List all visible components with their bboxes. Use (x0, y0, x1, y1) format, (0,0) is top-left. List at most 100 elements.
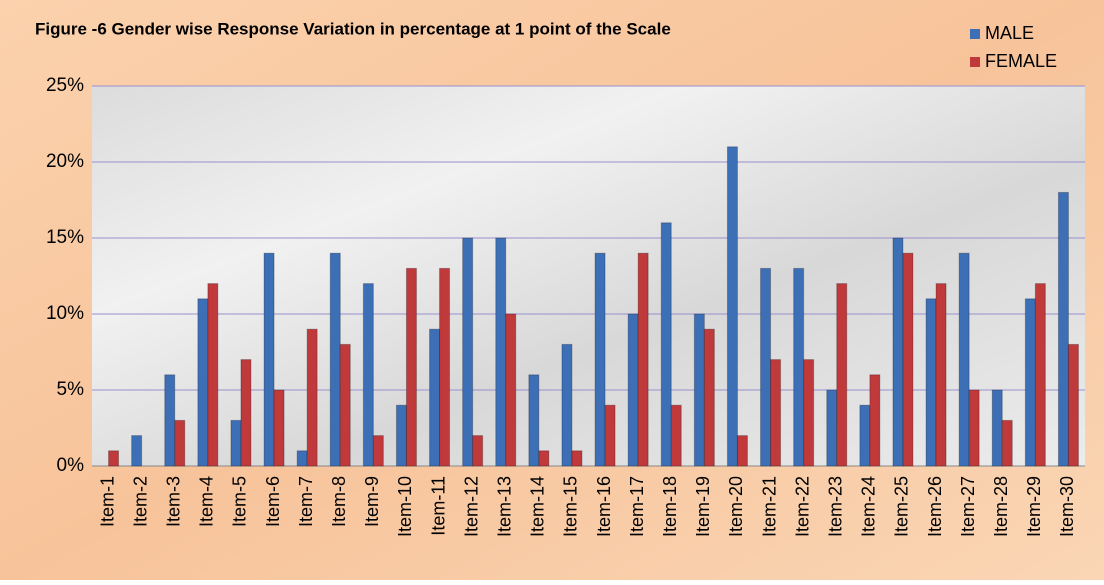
bar (571, 450, 583, 467)
x-tick-label: Item-1 (97, 476, 117, 527)
bar (1024, 298, 1036, 467)
bar (703, 328, 715, 467)
bar (793, 267, 805, 467)
bar (339, 343, 351, 467)
bar (108, 450, 120, 467)
bar (902, 252, 914, 467)
bar (736, 435, 748, 467)
y-tick-label: 20% (46, 151, 84, 172)
bar (637, 252, 649, 467)
bar (505, 313, 517, 467)
x-tick-label: Item-14 (528, 476, 548, 537)
bar (958, 252, 970, 467)
y-tick-label: 25% (46, 75, 84, 96)
bar (1034, 283, 1046, 467)
bar (273, 389, 285, 467)
x-tick-label: Item-12 (461, 476, 481, 537)
x-tick-label: Item-8 (329, 476, 349, 527)
legend-label: FEMALE (985, 51, 1057, 71)
bar (627, 313, 639, 467)
x-tick-label: Item-5 (230, 476, 250, 527)
bar (604, 404, 616, 467)
bar (472, 435, 484, 467)
bar (207, 283, 219, 467)
bar (1057, 191, 1069, 467)
legend-swatch (970, 57, 980, 67)
bar (660, 222, 672, 467)
bar (836, 283, 848, 467)
bar (693, 313, 705, 467)
bar (405, 267, 417, 467)
x-tick-label: Item-26 (925, 476, 945, 537)
x-tick-label: Item-28 (991, 476, 1011, 537)
bar (439, 267, 451, 467)
x-tick-label: Item-15 (561, 476, 581, 537)
x-tick-label: Item-22 (792, 476, 812, 537)
bar (131, 435, 143, 467)
x-tick-label: Item-18 (660, 476, 680, 537)
bar (561, 343, 573, 467)
x-tick-label: Item-7 (296, 476, 316, 527)
x-tick-label: Item-10 (395, 476, 415, 537)
bar (935, 283, 947, 467)
bar (329, 252, 341, 467)
bar (263, 252, 275, 467)
bar (594, 252, 606, 467)
chart-title: Figure -6 Gender wise Response Variation… (35, 19, 671, 38)
x-tick-label: Item-4 (197, 476, 217, 527)
bar (925, 298, 937, 467)
x-tick-label: Item-3 (164, 476, 184, 527)
bar (1067, 343, 1079, 467)
bar (296, 450, 308, 467)
x-tick-label: Item-23 (826, 476, 846, 537)
bar (197, 298, 209, 467)
x-tick-label: Item-30 (1057, 476, 1077, 537)
bar (760, 267, 772, 467)
y-tick-label: 0% (57, 455, 85, 476)
bar (991, 389, 1003, 467)
bar (538, 450, 550, 467)
x-tick-label: Item-9 (362, 476, 382, 527)
bar (859, 404, 871, 467)
bar (230, 419, 242, 467)
bar (495, 237, 507, 467)
x-tick-label: Item-11 (428, 476, 448, 536)
bar (306, 328, 318, 467)
legend-swatch (970, 29, 980, 39)
plot-area (92, 86, 1085, 466)
bar (462, 237, 474, 467)
bar (240, 359, 252, 467)
x-tick-label: Item-13 (495, 476, 515, 537)
y-tick-label: 10% (46, 303, 84, 324)
y-tick-label: 5% (57, 379, 85, 400)
bar (1001, 419, 1013, 467)
x-tick-label: Item-6 (263, 476, 283, 527)
bar (164, 374, 176, 467)
x-tick-label: Item-21 (759, 476, 779, 537)
bar (362, 283, 374, 467)
x-tick-label: Item-19 (693, 476, 713, 537)
bar (826, 389, 838, 467)
x-tick-label: Item-16 (594, 476, 614, 537)
x-tick-label: Item-25 (892, 476, 912, 537)
x-tick-label: Item-17 (627, 476, 647, 537)
bar (372, 435, 384, 467)
x-tick-label: Item-29 (1024, 476, 1044, 537)
bar (726, 146, 738, 467)
x-tick-label: Item-27 (958, 476, 978, 537)
bar (670, 404, 682, 467)
bar (869, 374, 881, 467)
bar (174, 419, 186, 467)
x-tick-label: Item-24 (859, 476, 879, 537)
bar (770, 359, 782, 467)
legend-label: MALE (985, 23, 1034, 43)
bar (892, 237, 904, 467)
bar (528, 374, 540, 467)
y-tick-label: 15% (46, 227, 84, 248)
bar (803, 359, 815, 467)
x-tick-label: Item-2 (130, 476, 150, 527)
bar (968, 389, 980, 467)
bar (395, 404, 407, 467)
x-tick-label: Item-20 (726, 476, 746, 537)
